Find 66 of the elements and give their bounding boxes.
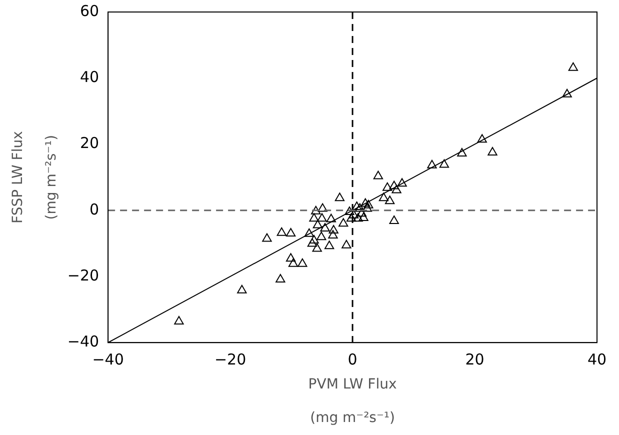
point [360,198,370,207]
point [488,147,498,156]
point [276,274,286,282]
point [378,192,389,202]
x-tick-label: 20 [465,350,484,368]
y-tick-label: −20 [67,266,100,284]
point [373,170,384,180]
point [355,203,365,212]
y-tick-label: 40 [80,68,100,86]
point [328,230,338,238]
point [174,316,184,324]
point [304,228,314,237]
point [311,206,321,214]
point [358,212,368,221]
point [312,220,323,228]
point [276,227,286,236]
point [356,208,367,217]
point [562,88,572,98]
point [338,218,348,227]
point [298,258,308,267]
x-tick-label: 0 [348,350,358,368]
point [307,238,318,247]
point [457,148,467,156]
point [317,213,327,222]
point [477,134,487,143]
point [316,232,326,240]
point [286,253,296,262]
point [309,213,319,222]
point [397,178,407,187]
text: PVM LW Flux (mg m⁻²s⁻¹) [308,376,397,426]
y-tick-label: 0 [90,200,100,218]
point [328,225,338,234]
point [364,200,374,208]
point [320,223,330,232]
y-tick-label: −40 [67,332,100,350]
point [334,192,345,202]
point [389,180,399,190]
point [392,184,402,194]
point [384,196,395,204]
point [346,213,356,222]
text: FSSP LW Flux (mg m⁻²s⁻¹) [10,131,60,224]
point [318,203,328,212]
point [288,258,298,267]
point [568,62,578,71]
x-tick-label: −40 [92,350,124,368]
point [312,243,322,252]
point [286,228,296,236]
point [353,213,363,222]
point [309,234,319,244]
y-tick-label: 60 [80,2,100,20]
point [324,240,334,250]
point [237,284,247,294]
point [439,159,450,168]
point [352,202,362,210]
point [389,215,399,224]
point [262,233,272,242]
point [326,214,336,222]
point [382,182,392,191]
point [362,203,372,212]
x-tick-label: −20 [214,350,246,368]
y-tick-label: 20 [80,134,100,152]
point [427,160,437,168]
point [344,206,354,216]
point [348,210,359,218]
point [342,240,352,248]
x-tick-label: 40 [587,350,607,368]
